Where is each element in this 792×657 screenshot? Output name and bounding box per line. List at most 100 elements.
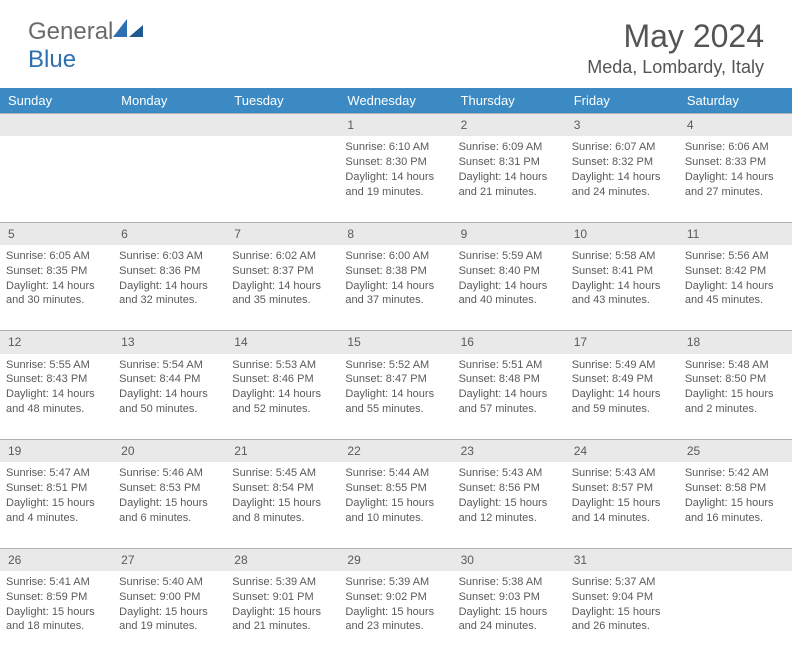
weekday-header: Monday [113, 88, 226, 114]
day-number-row: 262728293031 [0, 548, 792, 571]
sunrise-text: Sunrise: 5:48 AM [685, 358, 786, 373]
sunrise-text: Sunrise: 6:07 AM [572, 140, 673, 155]
day-cell: Sunrise: 6:09 AMSunset: 8:31 PMDaylight:… [453, 136, 566, 222]
day-number: 10 [566, 222, 679, 245]
day-number: 1 [339, 114, 452, 137]
day-number: 9 [453, 222, 566, 245]
day-cell: Sunrise: 6:10 AMSunset: 8:30 PMDaylight:… [339, 136, 452, 222]
day-cell: Sunrise: 5:44 AMSunset: 8:55 PMDaylight:… [339, 462, 452, 548]
day-number: 14 [226, 331, 339, 354]
weekday-header: Thursday [453, 88, 566, 114]
day2-text: and 19 minutes. [345, 185, 446, 200]
day-cell: Sunrise: 5:48 AMSunset: 8:50 PMDaylight:… [679, 354, 792, 440]
day-cell: Sunrise: 5:45 AMSunset: 8:54 PMDaylight:… [226, 462, 339, 548]
day-cell [0, 136, 113, 222]
day1-text: Daylight: 14 hours [345, 279, 446, 294]
sunset-text: Sunset: 8:32 PM [572, 155, 673, 170]
day2-text: and 24 minutes. [459, 619, 560, 634]
day1-text: Daylight: 14 hours [459, 279, 560, 294]
sunset-text: Sunset: 8:36 PM [119, 264, 220, 279]
sunrise-text: Sunrise: 6:00 AM [345, 249, 446, 264]
day2-text: and 59 minutes. [572, 402, 673, 417]
day1-text: Daylight: 14 hours [685, 170, 786, 185]
sunset-text: Sunset: 8:37 PM [232, 264, 333, 279]
day-cell: Sunrise: 5:52 AMSunset: 8:47 PMDaylight:… [339, 354, 452, 440]
day2-text: and 48 minutes. [6, 402, 107, 417]
day-number: 23 [453, 440, 566, 463]
day-number: 7 [226, 222, 339, 245]
day1-text: Daylight: 14 hours [232, 387, 333, 402]
day2-text: and 26 minutes. [572, 619, 673, 634]
location: Meda, Lombardy, Italy [587, 57, 764, 78]
day1-text: Daylight: 14 hours [685, 279, 786, 294]
day-cell: Sunrise: 5:53 AMSunset: 8:46 PMDaylight:… [226, 354, 339, 440]
sunrise-text: Sunrise: 5:39 AM [345, 575, 446, 590]
day-number: 6 [113, 222, 226, 245]
day-number: 29 [339, 548, 452, 571]
day-cell: Sunrise: 6:07 AMSunset: 8:32 PMDaylight:… [566, 136, 679, 222]
day-number [679, 548, 792, 571]
sunset-text: Sunset: 9:00 PM [119, 590, 220, 605]
day1-text: Daylight: 14 hours [572, 387, 673, 402]
sunrise-text: Sunrise: 6:03 AM [119, 249, 220, 264]
day-content-row: Sunrise: 5:41 AMSunset: 8:59 PMDaylight:… [0, 571, 792, 657]
sunrise-text: Sunrise: 5:39 AM [232, 575, 333, 590]
day-number [0, 114, 113, 137]
sunset-text: Sunset: 8:35 PM [6, 264, 107, 279]
day1-text: Daylight: 14 hours [345, 170, 446, 185]
day-number: 19 [0, 440, 113, 463]
day-cell: Sunrise: 5:43 AMSunset: 8:56 PMDaylight:… [453, 462, 566, 548]
day2-text: and 55 minutes. [345, 402, 446, 417]
sunrise-text: Sunrise: 5:53 AM [232, 358, 333, 373]
day1-text: Daylight: 15 hours [6, 605, 107, 620]
day-number: 2 [453, 114, 566, 137]
day1-text: Daylight: 15 hours [459, 496, 560, 511]
day2-text: and 14 minutes. [572, 511, 673, 526]
sail-icon [113, 19, 145, 39]
day2-text: and 2 minutes. [685, 402, 786, 417]
day-number-row: 1234 [0, 114, 792, 137]
sunset-text: Sunset: 8:54 PM [232, 481, 333, 496]
day1-text: Daylight: 15 hours [572, 496, 673, 511]
day-cell [226, 136, 339, 222]
day1-text: Daylight: 15 hours [119, 605, 220, 620]
day2-text: and 37 minutes. [345, 293, 446, 308]
day-number: 28 [226, 548, 339, 571]
day-number [113, 114, 226, 137]
sunset-text: Sunset: 8:48 PM [459, 372, 560, 387]
sunrise-text: Sunrise: 5:43 AM [459, 466, 560, 481]
sunrise-text: Sunrise: 5:44 AM [345, 466, 446, 481]
weekday-header: Tuesday [226, 88, 339, 114]
day-number: 3 [566, 114, 679, 137]
day-cell: Sunrise: 5:39 AMSunset: 9:02 PMDaylight:… [339, 571, 452, 657]
day-number: 12 [0, 331, 113, 354]
day-number: 4 [679, 114, 792, 137]
day-cell: Sunrise: 6:05 AMSunset: 8:35 PMDaylight:… [0, 245, 113, 331]
sunset-text: Sunset: 8:57 PM [572, 481, 673, 496]
day2-text: and 43 minutes. [572, 293, 673, 308]
sunset-text: Sunset: 8:59 PM [6, 590, 107, 605]
day-number-row: 19202122232425 [0, 440, 792, 463]
day-number: 18 [679, 331, 792, 354]
brand-part2: Blue [28, 46, 76, 73]
day-number: 26 [0, 548, 113, 571]
sunrise-text: Sunrise: 5:55 AM [6, 358, 107, 373]
sunrise-text: Sunrise: 5:46 AM [119, 466, 220, 481]
sunset-text: Sunset: 8:49 PM [572, 372, 673, 387]
day-number: 21 [226, 440, 339, 463]
sunrise-text: Sunrise: 6:09 AM [459, 140, 560, 155]
weekday-header: Sunday [0, 88, 113, 114]
day1-text: Daylight: 14 hours [345, 387, 446, 402]
day2-text: and 52 minutes. [232, 402, 333, 417]
sunset-text: Sunset: 8:55 PM [345, 481, 446, 496]
day-cell: Sunrise: 5:46 AMSunset: 8:53 PMDaylight:… [113, 462, 226, 548]
month-title: May 2024 [587, 18, 764, 55]
sunset-text: Sunset: 8:53 PM [119, 481, 220, 496]
sunset-text: Sunset: 8:38 PM [345, 264, 446, 279]
sunset-text: Sunset: 8:40 PM [459, 264, 560, 279]
weekday-header: Saturday [679, 88, 792, 114]
day-number: 17 [566, 331, 679, 354]
day1-text: Daylight: 14 hours [459, 170, 560, 185]
sunrise-text: Sunrise: 5:54 AM [119, 358, 220, 373]
day-number [226, 114, 339, 137]
